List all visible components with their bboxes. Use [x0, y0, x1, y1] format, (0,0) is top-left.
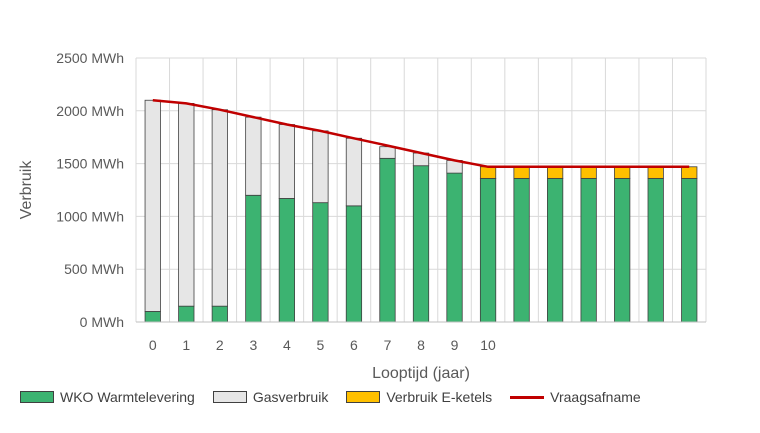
legend-item-gas: Gasverbruik [212, 389, 329, 405]
y-tick-label: 1000 MWh [56, 208, 124, 224]
x-tick-label: 5 [317, 337, 325, 353]
bar-segment-wko-1 [178, 305, 195, 323]
bar-segment-wko-16 [681, 177, 698, 323]
y-tick-label: 0 MWh [80, 314, 124, 330]
bar-segment-wko-13 [580, 177, 597, 323]
bar-segment-eketels-12 [547, 166, 564, 179]
x-tick-label: 3 [249, 337, 257, 353]
bar-segment-wko-0 [144, 311, 161, 323]
bar-segment-eketels-11 [513, 166, 530, 179]
bar-segment-wko-10 [479, 177, 497, 323]
y-tick-label: 1500 MWh [56, 156, 124, 172]
bar-segment-wko-2 [211, 305, 228, 323]
legend-swatch-gas [212, 391, 247, 403]
y-tick-label: 2000 MWh [56, 103, 124, 119]
legend-swatch-wko [20, 391, 54, 403]
x-tick-label: 0 [149, 337, 157, 353]
x-tick-label: 6 [350, 337, 358, 353]
bars [144, 99, 698, 323]
legend-label-gas: Gasverbruik [252, 389, 329, 405]
x-tick-label: 4 [283, 337, 291, 353]
bar-segment-gas-0 [144, 99, 161, 312]
bar-segment-wko-8 [412, 165, 430, 323]
bar-segment-eketels-14 [614, 166, 631, 179]
y-tick-label: 500 MWh [64, 261, 124, 277]
gridlines [135, 57, 707, 323]
bar-segment-eketels-16 [681, 166, 698, 179]
legend-label-vraag: Vraagsafname [550, 389, 641, 405]
bar-segment-eketels-15 [647, 166, 664, 179]
x-tick-label: 2 [216, 337, 224, 353]
x-tick-label: 10 [480, 337, 496, 353]
bar-segment-gas-3 [245, 116, 262, 196]
x-tick-label: 7 [384, 337, 392, 353]
legend-label-eketels: Verbruik E-ketels [386, 389, 493, 405]
bar-segment-gas-6 [345, 137, 363, 207]
x-axis-title: Looptijd (jaar) [372, 365, 470, 382]
bar-segment-wko-12 [547, 177, 564, 323]
bar-segment-wko-5 [312, 202, 329, 323]
y-tick-label: 2500 MWh [56, 50, 124, 66]
legend-swatch-vraag [510, 395, 545, 399]
legend-item-vraag: Vraagsafname [510, 389, 641, 405]
demand-line [152, 98, 690, 169]
bar-segment-wko-7 [379, 157, 396, 323]
legend-item-eketels: Verbruik E-ketels [346, 389, 492, 405]
bar-segment-gas-5 [312, 130, 329, 204]
bar-segment-eketels-10 [479, 166, 497, 179]
vraagsafname-line [152, 98, 690, 169]
bar-segment-wko-14 [614, 177, 631, 323]
legend-label-wko: WKO Warmtelevering [60, 389, 195, 405]
x-tick-label: 9 [451, 337, 459, 353]
bar-segment-wko-3 [245, 194, 262, 323]
bar-segment-eketels-13 [580, 166, 597, 179]
legend: WKO Warmtelevering Gasverbruik Verbruik … [20, 386, 740, 408]
bar-segment-wko-11 [513, 177, 530, 323]
bar-segment-wko-6 [345, 205, 363, 323]
bar-segment-wko-4 [278, 198, 295, 323]
y-axis-title: Verbruik [18, 160, 35, 220]
legend-swatch-eketels [346, 391, 381, 403]
bar-segment-gas-1 [178, 103, 195, 307]
bar-segment-wko-9 [446, 172, 463, 323]
axes: 0 MWh 500 MWh 1000 MWh 1500 MWh 2000 MWh 2500… [18, 50, 706, 382]
bar-segment-gas-2 [211, 109, 228, 307]
bar-segment-wko-15 [647, 177, 664, 323]
bar-segment-gas-4 [278, 124, 295, 199]
x-tick-label: 1 [182, 337, 190, 353]
legend-item-wko: WKO Warmtelevering [20, 389, 195, 405]
bar-segment-gas-7 [379, 146, 396, 159]
x-tick-label: 8 [417, 337, 425, 353]
